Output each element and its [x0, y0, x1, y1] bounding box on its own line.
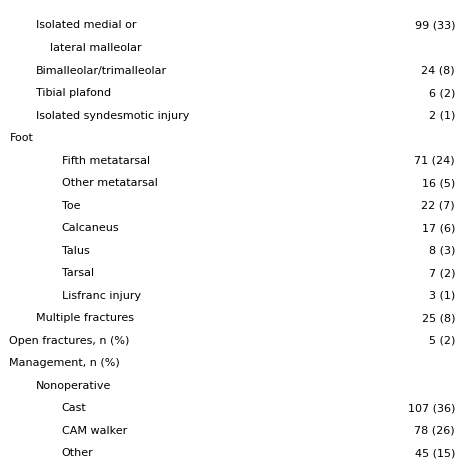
- Text: 7 (2): 7 (2): [428, 268, 455, 278]
- Text: 3 (1): 3 (1): [429, 291, 455, 301]
- Text: 107 (36): 107 (36): [408, 403, 455, 413]
- Text: Tibial plafond: Tibial plafond: [36, 88, 110, 98]
- Text: 22 (7): 22 (7): [421, 201, 455, 210]
- Text: Isolated syndesmotic injury: Isolated syndesmotic injury: [36, 110, 189, 120]
- Text: 99 (33): 99 (33): [415, 20, 455, 30]
- Text: Management, n (%): Management, n (%): [9, 358, 120, 368]
- Text: Fifth metatarsal: Fifth metatarsal: [62, 155, 150, 165]
- Text: Talus: Talus: [62, 246, 90, 255]
- Text: Nonoperative: Nonoperative: [36, 381, 111, 391]
- Text: lateral malleolar: lateral malleolar: [36, 43, 141, 53]
- Text: Other: Other: [62, 448, 93, 458]
- Text: 78 (26): 78 (26): [414, 426, 455, 436]
- Text: Foot: Foot: [9, 133, 33, 143]
- Text: 71 (24): 71 (24): [414, 155, 455, 165]
- Text: 24 (8): 24 (8): [421, 65, 455, 75]
- Text: Cast: Cast: [62, 403, 86, 413]
- Text: Bimalleolar/trimalleolar: Bimalleolar/trimalleolar: [36, 65, 167, 75]
- Text: 16 (5): 16 (5): [422, 178, 455, 188]
- Text: Other metatarsal: Other metatarsal: [62, 178, 157, 188]
- Text: Open fractures, n (%): Open fractures, n (%): [9, 336, 130, 346]
- Text: 25 (8): 25 (8): [421, 313, 455, 323]
- Text: 6 (2): 6 (2): [428, 88, 455, 98]
- Text: CAM walker: CAM walker: [62, 426, 127, 436]
- Text: Toe: Toe: [62, 201, 80, 210]
- Text: 5 (2): 5 (2): [428, 336, 455, 346]
- Text: 2 (1): 2 (1): [428, 110, 455, 120]
- Text: 45 (15): 45 (15): [415, 448, 455, 458]
- Text: 17 (6): 17 (6): [422, 223, 455, 233]
- Text: Isolated medial or: Isolated medial or: [36, 20, 136, 30]
- Text: Multiple fractures: Multiple fractures: [36, 313, 134, 323]
- Text: Calcaneus: Calcaneus: [62, 223, 119, 233]
- Text: Tarsal: Tarsal: [62, 268, 94, 278]
- Text: Lisfranc injury: Lisfranc injury: [62, 291, 141, 301]
- Text: 8 (3): 8 (3): [428, 246, 455, 255]
